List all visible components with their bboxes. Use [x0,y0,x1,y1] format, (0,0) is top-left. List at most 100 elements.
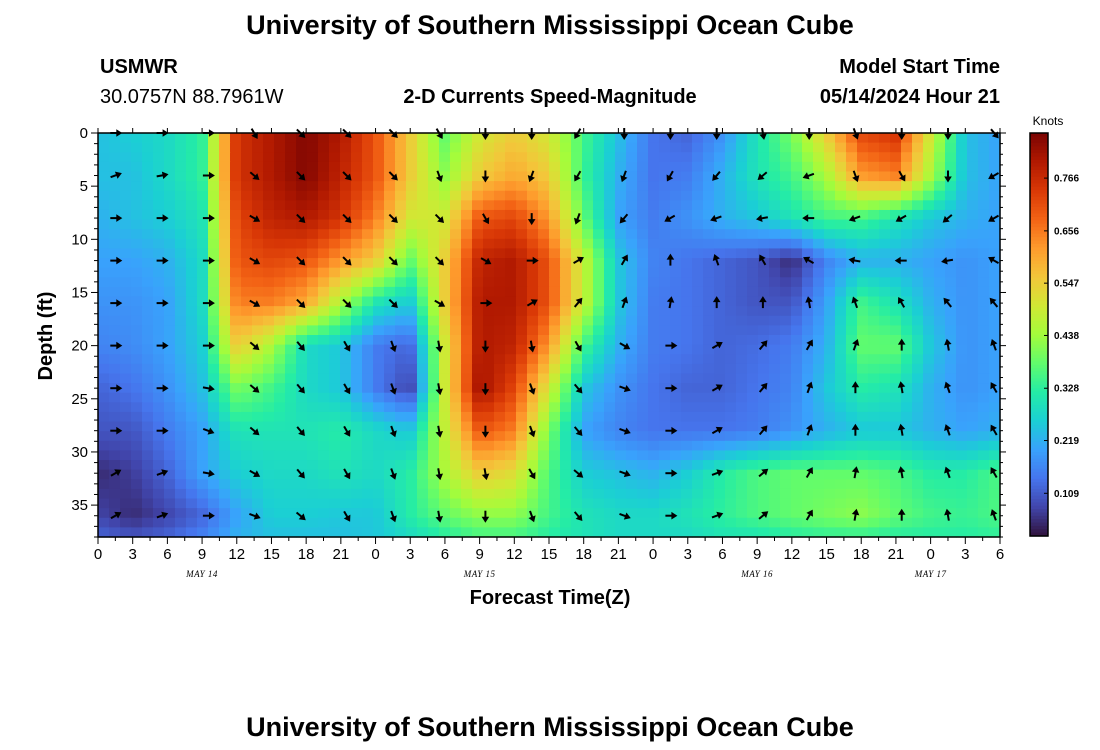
heatmap-cell [230,229,242,240]
heatmap-cell [527,335,539,346]
heatmap-cell [340,209,352,221]
heatmap-cell [318,498,330,509]
heatmap-cell [868,479,880,490]
heatmap-cell [681,200,693,211]
current-vector-arrow [897,508,906,521]
heatmap-cell [296,325,308,336]
heatmap-cell [912,133,924,144]
heatmap-cell [593,209,605,221]
current-vector-arrow [202,299,215,307]
x-tick-label: 3 [961,546,969,563]
heatmap-cell [692,479,704,490]
heatmap-cell [780,373,792,384]
heatmap-cell [175,229,187,240]
heatmap-cell [659,152,671,163]
heatmap-cell [758,181,770,192]
heatmap-cell [384,161,396,173]
heatmap-cell [725,133,737,144]
heatmap-cell [582,517,594,528]
heatmap-cell [307,142,319,153]
heatmap-cell [340,229,352,240]
heatmap-cell [450,354,462,365]
heatmap-cell [208,460,220,471]
y-tick-label: 10 [71,231,88,248]
heatmap-cell [417,258,429,269]
heatmap-cell [527,508,539,519]
heatmap-cell [725,286,737,298]
heatmap-cell [560,229,572,240]
heatmap-cell [417,306,429,317]
heatmap-cell [428,421,440,432]
heatmap-cell [406,296,418,307]
heatmap-cell [461,248,473,259]
heatmap-cell [703,161,715,173]
heatmap-cell [681,335,693,346]
heatmap-cell [494,229,506,240]
heatmap-cell [296,190,308,201]
heatmap-cell [472,133,484,144]
heatmap-cell [923,277,935,288]
heatmap-cell [461,392,473,403]
heatmap-cell [450,325,462,336]
heatmap-cell [230,267,242,278]
heatmap-cell [461,171,473,182]
heatmap-cell [120,315,132,326]
heatmap-cell [120,344,132,355]
heatmap-cell [274,286,286,298]
heatmap-cell [241,363,253,375]
heatmap-cell [989,315,1001,326]
heatmap-cell [417,325,429,336]
heatmap-cell [670,296,682,307]
heatmap-cell [252,142,264,153]
heatmap-cell [879,460,891,471]
heatmap-cell [175,277,187,288]
heatmap-cell [901,440,913,452]
heatmap-cell [846,200,858,211]
heatmap-cell [802,354,814,365]
heatmap-cell [923,508,935,519]
heatmap-cell [252,315,264,326]
heatmap-cell [956,325,968,336]
heatmap-cell [725,315,737,326]
heatmap-cell [164,460,176,471]
heatmap-cell [527,142,539,153]
heatmap-cell [538,421,550,432]
heatmap-cell [802,258,814,269]
heatmap-cell [736,161,748,173]
heatmap-cell [263,488,275,500]
heatmap-cell [692,488,704,500]
heatmap-cell [901,229,913,240]
heatmap-cell [153,161,165,173]
heatmap-cell [406,411,418,423]
heatmap-cell [98,190,110,201]
heatmap-cell [615,286,627,298]
heatmap-cell [461,469,473,480]
heatmap-cell [439,238,451,250]
heatmap-cell [670,392,682,403]
heatmap-cell [296,373,308,384]
heatmap-cell [780,161,792,173]
heatmap-cell [362,479,374,490]
heatmap-cell [813,383,825,394]
heatmap-cell [241,517,253,528]
heatmap-cell [978,479,990,490]
heatmap-cell [560,460,572,471]
current-vector-arrow [619,469,631,478]
current-vector-arrow [343,383,351,395]
heatmap-cell [736,373,748,384]
heatmap-cell [340,238,352,250]
heatmap-cell [263,335,275,346]
heatmap-cell [813,152,825,163]
heatmap-cell [197,383,209,394]
heatmap-cell [439,488,451,500]
heatmap-cell [802,411,814,423]
heatmap-cell [835,315,847,326]
heatmap-cell [835,460,847,471]
heatmap-cell [406,315,418,326]
heatmap-cell [615,508,627,519]
heatmap-cell [241,181,253,192]
heatmap-cell [153,315,165,326]
heatmap-cell [857,488,869,500]
heatmap-cell [153,248,165,259]
heatmap-cell [681,479,693,490]
